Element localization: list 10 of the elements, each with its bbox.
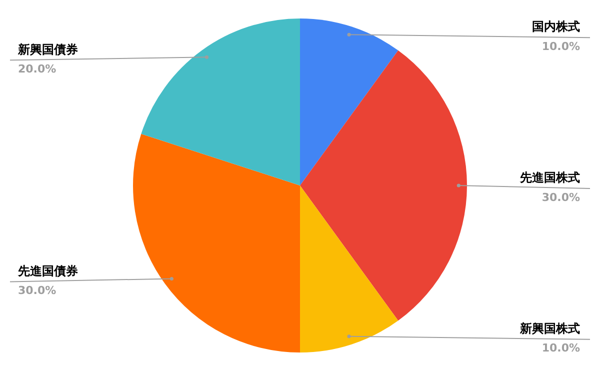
data-label: 30.0% — [18, 284, 56, 298]
slice-label: 新興国株式 — [519, 322, 580, 336]
slice-label: 新興国債券 — [17, 42, 79, 56]
slice-label: 先進国株式 — [519, 170, 580, 185]
slice-label: 国内株式 — [532, 20, 580, 34]
data-label: 20.0% — [18, 62, 56, 76]
slice-label: 先進国債券 — [17, 264, 79, 278]
data-label: 30.0% — [542, 190, 580, 204]
data-label: 10.0% — [542, 342, 580, 355]
data-label: 10.0% — [542, 40, 580, 53]
